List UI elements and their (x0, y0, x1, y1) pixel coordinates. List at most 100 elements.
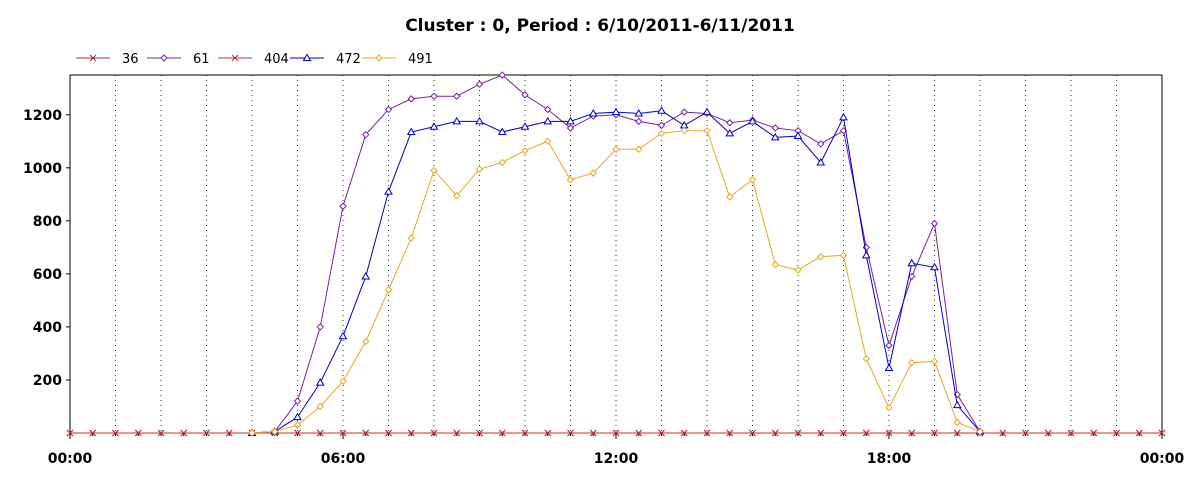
data-point (930, 219, 939, 228)
data-point (476, 429, 483, 437)
data-point (635, 429, 643, 437)
data-point (680, 429, 688, 437)
data-point (703, 126, 711, 135)
data-point (907, 258, 917, 267)
legend-label: 472 (336, 52, 361, 67)
data-point (611, 107, 621, 116)
data-point (316, 402, 324, 411)
data-point (930, 357, 939, 366)
data-point (771, 429, 779, 437)
data-point (589, 429, 597, 437)
legend-item: 36 (76, 52, 139, 67)
data-point (453, 429, 461, 437)
legend-marker (302, 53, 312, 61)
data-point (339, 429, 347, 437)
data-point (1158, 429, 1166, 437)
data-point (453, 191, 461, 200)
legend-label: 36 (122, 52, 139, 67)
data-point (475, 80, 484, 88)
data-point (703, 429, 711, 437)
data-point (839, 251, 848, 260)
data-point (316, 323, 324, 331)
data-point (885, 429, 893, 437)
data-point (930, 262, 939, 271)
x-tick-label: 00:00 (1140, 451, 1185, 467)
data-point (544, 105, 552, 114)
data-point (976, 427, 984, 436)
data-point (680, 126, 688, 135)
data-point (658, 429, 665, 437)
data-point (1135, 429, 1143, 437)
data-point (726, 119, 734, 127)
data-point (817, 429, 825, 437)
data-point (453, 92, 461, 100)
data-point (771, 124, 779, 132)
data-point (657, 121, 666, 130)
y-tick-label: 1000 (23, 161, 62, 177)
data-point (452, 116, 462, 125)
data-point (203, 429, 210, 437)
data-point (180, 429, 188, 437)
data-point (543, 116, 553, 125)
y-tick-label: 1200 (23, 108, 62, 124)
data-point (498, 429, 506, 437)
legend-label: 491 (408, 52, 433, 67)
data-point (908, 359, 916, 367)
data-point (361, 272, 371, 280)
data-point (770, 132, 780, 141)
data-point (953, 418, 961, 427)
y-tick-label: 600 (33, 267, 62, 283)
data-point (362, 429, 370, 437)
data-point (816, 158, 826, 166)
legend-label: 404 (264, 52, 289, 67)
data-point (520, 122, 530, 130)
data-point (794, 429, 802, 437)
y-tick-label: 400 (33, 320, 62, 336)
legend-marker (160, 54, 168, 62)
legend-marker (89, 54, 97, 62)
data-point (112, 429, 119, 437)
data-point (407, 95, 415, 103)
data-point (635, 117, 643, 126)
data-point (861, 250, 871, 259)
legend-marker (231, 54, 239, 62)
data-point (840, 429, 847, 437)
data-point (248, 429, 256, 437)
data-point (612, 429, 620, 437)
data-point (1067, 429, 1075, 437)
y-tick-label: 800 (33, 214, 62, 230)
data-point (339, 202, 347, 210)
data-point (430, 429, 438, 437)
data-point (1090, 429, 1098, 437)
data-point (406, 127, 416, 136)
data-point (315, 378, 325, 386)
data-point (884, 363, 894, 372)
data-point (362, 337, 370, 346)
data-point (384, 187, 393, 195)
data-point (999, 429, 1007, 437)
data-point (293, 412, 302, 421)
legend-item: 61 (147, 52, 210, 67)
x-tick-label: 12:00 (594, 451, 639, 467)
data-point (885, 404, 893, 412)
data-point (362, 130, 370, 139)
series-line (251, 74, 981, 434)
data-point (497, 127, 507, 136)
data-point (885, 341, 893, 350)
data-point (385, 429, 392, 437)
data-point (475, 165, 484, 173)
data-point (384, 105, 393, 114)
chart-title: Cluster : 0, Period : 6/10/2011-6/11/201… (405, 16, 795, 36)
data-point (862, 429, 870, 437)
data-point (793, 131, 803, 139)
data-point (749, 429, 756, 437)
axes: 200 400 600 800 1000 1200 00:00 06:00 12:00 18:00… (23, 108, 1185, 467)
data-point (430, 166, 438, 175)
data-point (566, 116, 575, 125)
data-point (634, 108, 644, 117)
legend-item: 404 (218, 52, 289, 67)
legend: 36 61 404 472 491 (76, 52, 433, 67)
data-point (430, 92, 438, 100)
